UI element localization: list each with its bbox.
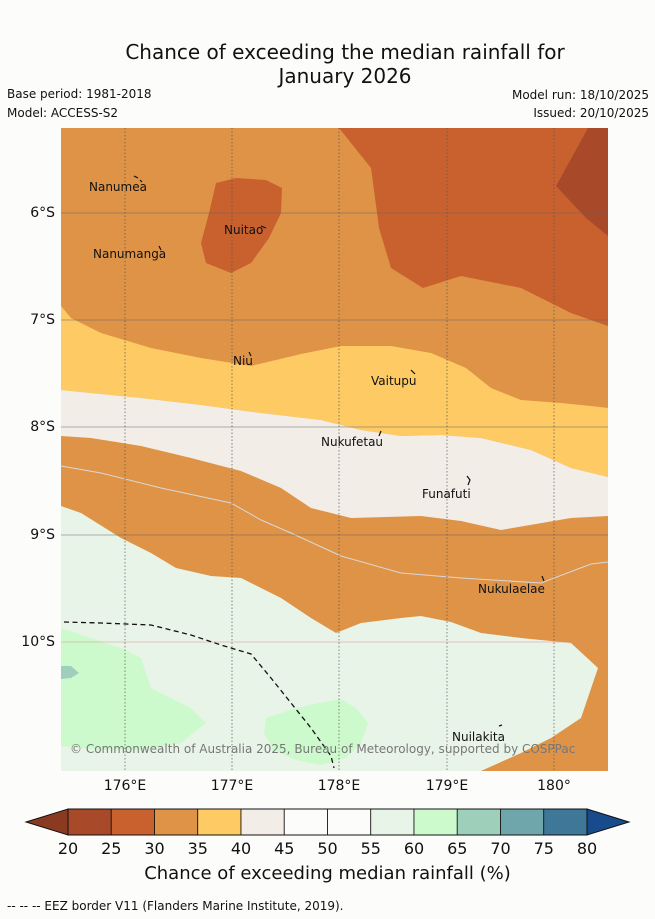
colorbar-tick-label: 65 [447, 839, 468, 858]
colorbar-tick-label: 40 [230, 839, 252, 858]
colorbar-cell [370, 808, 415, 836]
colorbar-low-extension [24, 808, 69, 836]
band-60-65-south [264, 699, 368, 765]
colorbar-cell [67, 808, 112, 836]
colorbar-tick-label: 60 [403, 839, 425, 858]
issued-date: Issued: 20/10/2025 [533, 106, 649, 120]
band-40-45 [61, 390, 608, 530]
x-tick: 178°E [317, 778, 361, 794]
eez-legend: -- -- -- EEZ border V11 (Flanders Marine… [7, 899, 344, 913]
island-marks [133, 175, 545, 727]
y-tick: 9°S [30, 527, 55, 543]
place-nukufetau: Nukufetau [321, 435, 384, 449]
y-tick: 6°S [30, 205, 55, 221]
colorbar-svg [24, 808, 631, 836]
rainfall-map [61, 128, 608, 771]
band-25-30-blob [201, 178, 282, 273]
x-tick: 177°E [210, 778, 254, 794]
chart-title: Chance of exceeding the median rainfall … [0, 40, 655, 88]
place-nuitao: Nuitao [224, 223, 264, 237]
colorbar-tick-label: 80 [576, 839, 598, 858]
lon-gridlines [124, 128, 555, 771]
band-55-60 [61, 506, 598, 771]
title-line-1: Chance of exceeding the median rainfall … [125, 40, 565, 64]
x-tick: 179°E [425, 778, 469, 794]
lat-gridlines [61, 212, 608, 643]
colorbar-tick-label: 45 [274, 839, 295, 858]
colorbar [20, 805, 635, 843]
y-tick: 10°S [21, 634, 55, 650]
place-vaitupu: Vaitupu [371, 374, 417, 388]
colorbar-cell [413, 808, 458, 836]
band-20-25 [556, 128, 608, 236]
place-nuilakita: Nuilakita [452, 730, 505, 744]
contour-line [61, 465, 608, 584]
colorbar-tick-label: 35 [187, 839, 208, 858]
place-nanumea: Nanumea [89, 180, 147, 194]
band-35-40 [61, 306, 608, 477]
colorbar-high-extension [586, 808, 631, 836]
colorbar-frame [67, 808, 588, 836]
colorbar-tick-label: 25 [101, 839, 122, 858]
band-25-30-east [339, 128, 608, 326]
colorbar-tick-label: 50 [317, 839, 338, 858]
colorbar-tick-label: 20 [57, 839, 79, 858]
band-60-65-west [61, 628, 206, 750]
place-niu: Niu [233, 354, 253, 368]
colorbar-cell [500, 808, 545, 836]
colorbar-cell [197, 808, 242, 836]
colorbar-cell [154, 808, 199, 836]
title-line-2: January 2026 [278, 64, 412, 88]
place-nanumanga: Nanumanga [93, 247, 167, 261]
colorbar-cell [240, 808, 285, 836]
colorbar-cell [110, 808, 155, 836]
copyright-notice: © Commonwealth of Australia 2025, Bureau… [70, 742, 576, 756]
x-tick: 176°E [103, 778, 147, 794]
colorbar-title: Chance of exceeding median rainfall (%) [144, 863, 511, 884]
map-svg [61, 128, 608, 771]
place-nukulaelae: Nukulaelae [478, 582, 545, 596]
place-funafuti: Funafuti [422, 487, 471, 501]
colorbar-tick-label: 55 [360, 839, 381, 858]
band-65-70 [61, 666, 79, 679]
y-tick: 7°S [30, 312, 55, 328]
colorbar-cell [456, 808, 501, 836]
colorbar-cell [327, 808, 372, 836]
colorbar-cell [283, 808, 328, 836]
model-name: Model: ACCESS-S2 [7, 106, 119, 120]
colorbar-tick-label: 75 [533, 839, 554, 858]
y-tick: 8°S [30, 419, 55, 435]
x-tick: 180° [537, 778, 571, 794]
eez-border [63, 621, 335, 769]
base-period: Base period: 1981-2018 [7, 87, 152, 101]
colorbar-cell [543, 808, 588, 836]
colorbar-tick-label: 70 [490, 839, 511, 858]
model-run: Model run: 18/10/2025 [511, 88, 649, 102]
colorbar-tick-label: 30 [144, 839, 165, 858]
